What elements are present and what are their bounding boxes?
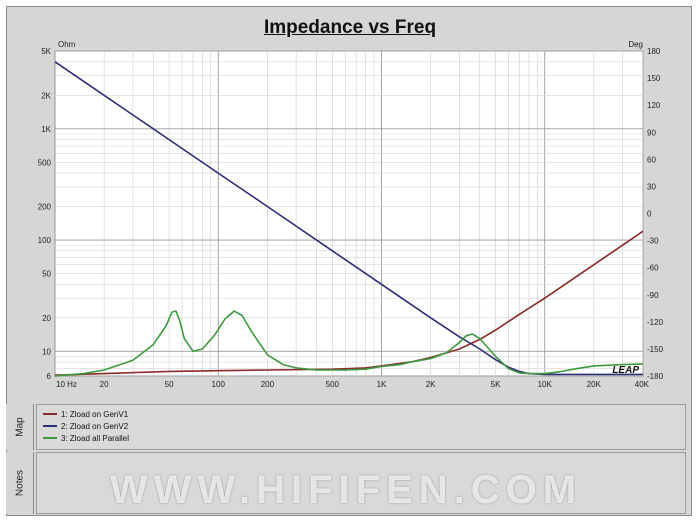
plot-area: [54, 50, 644, 377]
watermark: WWW.HIFIFEN.COM: [109, 468, 583, 512]
y2-tick-label: -90: [647, 291, 659, 300]
legend-map: 1: Zload on GenV1 2: Zload on GenV2 3: Z…: [36, 404, 686, 450]
y-tick-label: 5K: [41, 47, 51, 56]
y2-tick-label: -30: [647, 237, 659, 246]
notes-area[interactable]: [36, 452, 686, 514]
legend-label: 1: Zload on GenV1: [61, 409, 129, 419]
y-tick-label: 1K: [41, 125, 51, 134]
map-tab[interactable]: Map: [6, 404, 34, 450]
brand-logo: LEAP: [612, 365, 639, 376]
chart-title: Impedance vs Freq: [263, 17, 437, 38]
y2-tick-label: -60: [647, 264, 659, 273]
y2-tick-label: 30: [647, 182, 656, 191]
y2-tick-label: -180: [647, 372, 664, 381]
x-tick-label: 10K: [538, 380, 553, 389]
legend-swatch-3: [43, 437, 57, 439]
map-tab-label: Map: [14, 417, 25, 437]
y-tick-label: 200: [38, 203, 52, 212]
y-tick-label: 10: [42, 347, 51, 356]
legend-item: 3: Zload all Parallel: [43, 433, 129, 443]
legend-label: 2: Zload on GenV2: [61, 421, 129, 431]
x-tick-label: 20K: [587, 380, 602, 389]
y-tick-label: 500: [38, 158, 52, 167]
x-tick-label: 40K: [635, 380, 650, 389]
y2-tick-label: 180: [647, 47, 661, 56]
y2-tick-label: -120: [647, 318, 664, 327]
x-tick-label: 20: [100, 380, 109, 389]
y-tick-label: 20: [42, 314, 51, 323]
y2-tick-label: 60: [647, 155, 656, 164]
series-line-3: [54, 310, 644, 377]
x-tick-label: 500: [326, 380, 340, 389]
notes-tab[interactable]: Notes: [6, 452, 34, 514]
legend-label: 3: Zload all Parallel: [61, 433, 130, 443]
y-tick-label: 6: [47, 372, 52, 381]
legend-item: 1: Zload on GenV1: [43, 409, 128, 419]
legend-item: 2: Zload on GenV2: [43, 421, 128, 431]
left-axis-unit: Ohm: [58, 40, 76, 49]
legend-swatch-2: [43, 425, 57, 427]
x-tick-label: 100: [212, 380, 226, 389]
y2-tick-label: 0: [647, 210, 652, 219]
y-tick-label: 2K: [41, 91, 51, 100]
x-tick-label: 200: [261, 380, 275, 389]
series-line-2: [54, 61, 643, 376]
y2-tick-label: 90: [647, 128, 656, 137]
y-tick-label: 100: [38, 236, 52, 245]
y2-tick-label: 150: [647, 74, 661, 83]
impedance-chart: 5K 2K 1K 500 200 100 50 20 10 6 180 150 120 90 60 30 0 -3…: [38, 40, 664, 389]
right-axis-unit: Deg: [628, 40, 643, 49]
x-tick-label: 1K: [377, 380, 387, 389]
y2-tick-label: -150: [647, 345, 664, 354]
y-tick-label: 50: [42, 270, 51, 279]
x-tick-label: 2K: [426, 380, 436, 389]
x-tick-label: 5K: [491, 380, 501, 389]
legend-swatch-1: [43, 413, 57, 415]
y2-tick-label: 120: [647, 101, 661, 110]
x-tick-label: 10 Hz: [56, 380, 77, 389]
x-tick-label: 50: [165, 380, 174, 389]
